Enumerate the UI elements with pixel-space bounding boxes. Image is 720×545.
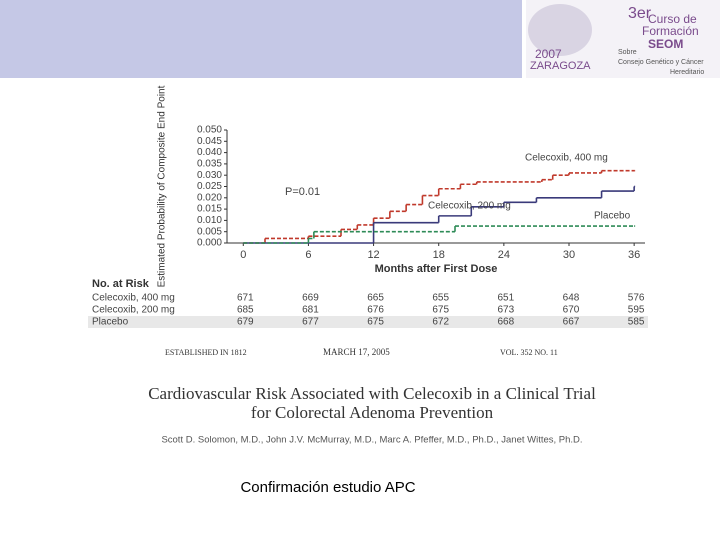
logo-text: Hereditario (670, 69, 704, 76)
y-tick-label: 0.035 (197, 159, 222, 170)
x-tick-label: 36 (628, 249, 640, 261)
risk-cell: 681 (302, 305, 319, 316)
banner (0, 0, 522, 78)
risk-cell: 676 (367, 305, 384, 316)
y-tick-label: 0.045 (197, 136, 222, 147)
risk-cell: 576 (628, 293, 645, 304)
y-tick-label: 0.020 (197, 192, 222, 203)
risk-cell: 671 (237, 293, 254, 304)
y-tick-label: 0.040 (197, 147, 222, 158)
journal-info: VOL. 352 NO. 11 (500, 348, 558, 357)
risk-cell: 685 (237, 305, 254, 316)
logo-text: Sobre (618, 49, 637, 56)
series-label: Placebo (594, 211, 631, 222)
risk-cell: 665 (367, 293, 384, 304)
y-tick-label: 0.010 (197, 215, 222, 226)
series-label: Celecoxib, 400 mg (525, 153, 608, 164)
logo-text: Consejo Genético y Cáncer (618, 59, 704, 66)
risk-cell: 595 (628, 305, 645, 316)
risk-row-label: Celecoxib, 400 mg (92, 293, 175, 304)
article-title: for Colorectal Adenoma Prevention (251, 403, 494, 422)
risk-cell: 668 (498, 317, 515, 328)
logo-text: 2007 (535, 47, 562, 61)
y-tick-label: 0.050 (197, 125, 222, 136)
risk-cell: 585 (628, 317, 645, 328)
risk-cell: 648 (563, 293, 580, 304)
y-tick-label: 0.000 (197, 238, 222, 249)
authors: Scott D. Solomon, M.D., John J.V. McMurr… (161, 435, 582, 446)
risk-cell: 667 (563, 317, 580, 328)
x-tick-label: 12 (367, 249, 379, 261)
journal-info: MARCH 17, 2005 (323, 347, 390, 357)
logo-text: Formación (642, 24, 699, 38)
risk-cell: 675 (432, 305, 449, 316)
x-axis-label: Months after First Dose (375, 263, 498, 275)
annotation: P=0.01 (285, 186, 320, 198)
logo-shape (528, 4, 592, 56)
risk-cell: 679 (237, 317, 254, 328)
risk-cell: 669 (302, 293, 319, 304)
risk-row-label: Placebo (92, 317, 129, 328)
logo-text: 3er (628, 5, 652, 22)
y-axis-label: Estimated Probability of Composite End P… (157, 85, 168, 287)
risk-cell: 675 (367, 317, 384, 328)
logo-text: Curso de (648, 12, 697, 26)
x-tick-label: 0 (240, 249, 246, 261)
risk-cell: 655 (432, 293, 449, 304)
risk-cell: 670 (563, 305, 580, 316)
risk-row-label: Celecoxib, 200 mg (92, 305, 175, 316)
article-title: Cardiovascular Risk Associated with Cele… (148, 384, 596, 403)
y-tick-label: 0.030 (197, 170, 222, 181)
x-tick-label: 6 (305, 249, 311, 261)
chart: 0.0000.0050.0100.0150.0200.0250.0300.035… (88, 85, 648, 328)
y-tick-label: 0.025 (197, 181, 222, 192)
risk-cell: 672 (432, 317, 449, 328)
x-tick-label: 30 (563, 249, 575, 261)
logo-text: SEOM (648, 37, 683, 51)
y-tick-label: 0.005 (197, 226, 222, 237)
y-tick-label: 0.015 (197, 204, 222, 215)
logo-text: ZARAGOZA (530, 60, 591, 72)
x-tick-label: 24 (498, 249, 510, 261)
risk-title: No. at Risk (92, 278, 150, 290)
series-label: Celecoxib, 200 mg (428, 201, 511, 212)
risk-band (88, 316, 648, 328)
risk-cell: 651 (498, 293, 515, 304)
caption: Confirmación estudio APC (240, 479, 415, 496)
journal-info: ESTABLISHED IN 1812 (165, 348, 247, 357)
risk-cell: 677 (302, 317, 319, 328)
risk-cell: 673 (498, 305, 515, 316)
x-tick-label: 18 (433, 249, 445, 261)
